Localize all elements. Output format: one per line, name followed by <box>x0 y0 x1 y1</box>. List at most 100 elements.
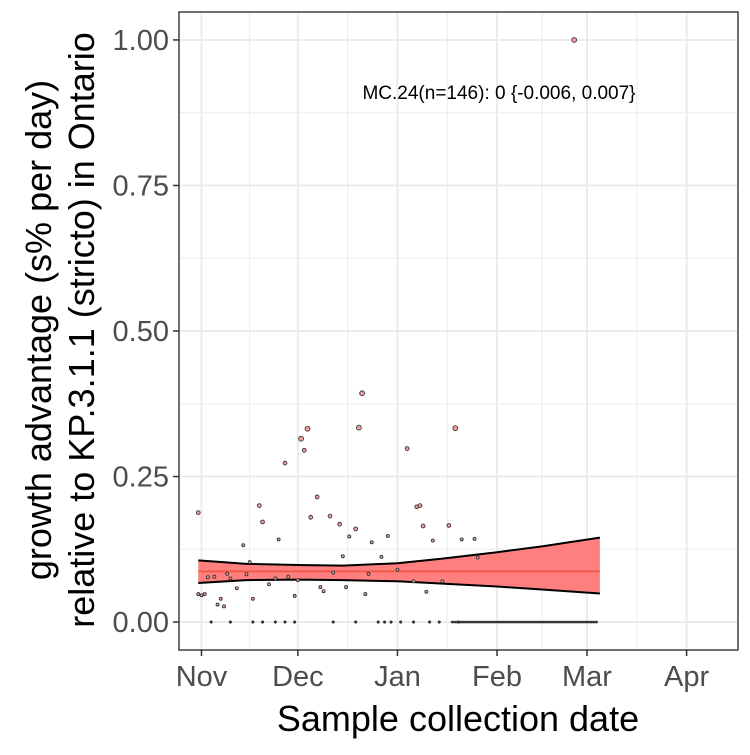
x-tick-label: Jan <box>374 661 421 693</box>
data-point <box>446 523 452 528</box>
data-point <box>389 620 393 624</box>
data-point <box>440 579 445 584</box>
data-point <box>244 572 249 577</box>
x-tick-label: Nov <box>176 661 228 693</box>
data-point <box>205 575 210 580</box>
y-tick-label: 0.75 <box>113 170 169 202</box>
data-point <box>347 534 352 539</box>
data-point <box>366 571 371 576</box>
data-point <box>356 424 362 431</box>
y-axis-title-line-1: growth advantage (s% per day) <box>18 80 59 580</box>
data-point <box>571 37 578 43</box>
gridlines <box>179 12 738 650</box>
data-point <box>292 593 297 598</box>
y-axis-title-line-2: relative to KP.3.1.1 (stricto) in Ontari… <box>61 32 102 628</box>
data-point <box>399 620 403 624</box>
data-point <box>369 540 374 545</box>
data-point <box>327 513 333 519</box>
data-point <box>202 592 207 597</box>
ci-lower-bound <box>198 578 600 595</box>
x-axis-title: Sample collection date <box>277 698 639 739</box>
data-point <box>331 620 335 624</box>
data-point <box>308 514 314 520</box>
data-point <box>331 570 336 575</box>
data-point-zero <box>595 620 598 624</box>
data-point <box>260 620 265 624</box>
data-point <box>247 560 252 565</box>
y-tick-label: 0.50 <box>113 316 169 348</box>
data-point <box>424 589 429 594</box>
data-point <box>209 620 213 624</box>
data-point <box>354 620 358 624</box>
data-point <box>353 526 359 532</box>
data-point <box>420 523 426 529</box>
data-point <box>250 596 255 601</box>
data-point <box>283 620 287 624</box>
fit-annotation: MC.24(n=146): 0 {-0.006, 0.007} <box>362 83 635 104</box>
data-point <box>417 503 423 508</box>
data-point <box>273 576 278 581</box>
data-point <box>251 620 255 624</box>
data-point <box>379 554 384 559</box>
data-point <box>241 543 246 548</box>
data-point <box>411 620 416 624</box>
x-tick-label: Mar <box>562 661 612 693</box>
data-point <box>428 620 432 624</box>
data-point <box>437 620 441 624</box>
data-point <box>314 494 320 500</box>
data-point <box>199 593 204 598</box>
data-points <box>195 37 598 624</box>
data-point <box>286 574 291 579</box>
data-point <box>222 604 226 609</box>
data-point <box>452 425 459 432</box>
data-point <box>301 447 307 453</box>
data-point <box>212 574 217 579</box>
data-point <box>228 576 233 581</box>
data-point <box>282 460 288 466</box>
data-point <box>411 579 416 584</box>
data-point <box>234 586 239 591</box>
data-point <box>395 567 400 572</box>
data-point <box>195 510 201 515</box>
data-point <box>318 585 323 590</box>
y-tick-label: 0.00 <box>113 607 169 639</box>
data-point <box>404 446 410 451</box>
data-point <box>260 519 265 525</box>
data-point <box>298 435 304 442</box>
y-tick-label: 0.25 <box>113 462 169 494</box>
x-tick-label: Dec <box>272 661 324 693</box>
data-point <box>218 596 223 601</box>
data-point <box>256 503 262 508</box>
y-axis-ticks: 0.00 0.25 0.50 0.75 1.00 <box>113 25 179 639</box>
data-point <box>225 571 230 576</box>
data-point <box>293 620 297 624</box>
data-point <box>276 537 281 542</box>
data-point <box>376 620 380 624</box>
x-tick-label: Feb <box>472 661 522 693</box>
x-tick-label: Apr <box>664 661 709 693</box>
data-point <box>475 555 480 560</box>
data-point <box>228 620 232 624</box>
data-point <box>273 620 277 624</box>
y-tick-label: 1.00 <box>113 25 169 57</box>
data-point <box>383 620 387 624</box>
data-point <box>295 578 300 583</box>
data-point <box>304 425 311 432</box>
data-point <box>359 390 365 397</box>
data-point <box>459 537 464 542</box>
data-point <box>385 533 390 538</box>
data-point <box>196 592 201 597</box>
data-point <box>344 585 349 590</box>
x-axis-ticks: Nov Dec Jan Feb Mar Apr <box>176 650 709 693</box>
data-point <box>337 521 342 527</box>
data-point <box>472 536 477 541</box>
ci-upper-bound <box>198 536 601 567</box>
data-point <box>363 592 368 597</box>
data-point <box>321 589 326 594</box>
data-point <box>340 554 345 559</box>
data-point <box>267 582 271 587</box>
data-point <box>430 538 435 543</box>
data-point <box>215 602 220 607</box>
